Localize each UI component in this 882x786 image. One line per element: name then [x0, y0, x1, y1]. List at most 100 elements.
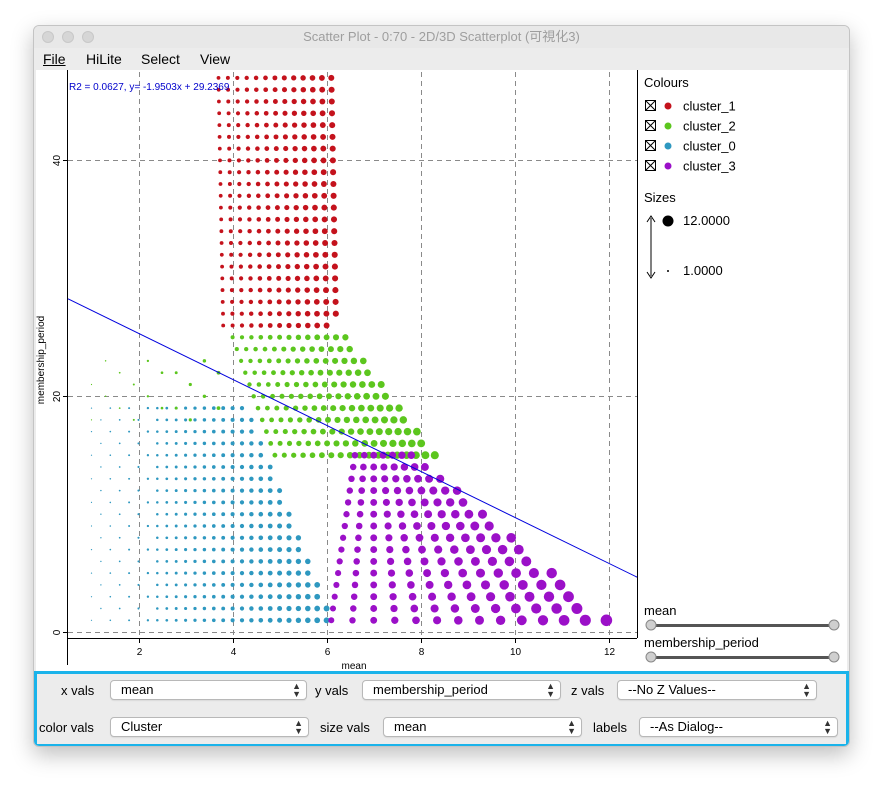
minimize-window-button[interactable]: [62, 31, 74, 43]
cluster_0-point: [239, 606, 245, 611]
cluster_1-point: [227, 182, 232, 186]
cluster_3-point: [370, 487, 378, 495]
cluster_0-point: [165, 418, 169, 422]
cluster_3-point: [370, 557, 378, 565]
arrow-up-icon: [646, 215, 656, 223]
cluster_0-point: [230, 594, 235, 599]
cluster_2-point: [277, 334, 283, 340]
scatter-plot[interactable]: 2 4 6 8 10 12 0 20 40 R2 = 0.0627, y= -1.9503x +…: [36, 70, 847, 672]
cluster_0-point: [249, 429, 254, 434]
cluster_1-point: [286, 322, 292, 329]
cluster_0-point: [286, 570, 292, 576]
cluster_3-point: [497, 544, 508, 555]
cluster_0-point: [193, 547, 197, 552]
cluster_2-point: [403, 427, 412, 436]
cluster_2-point: [324, 440, 331, 447]
cluster_2-point: [255, 405, 261, 411]
cluster_1-point: [245, 146, 251, 151]
close-window-button[interactable]: [42, 31, 54, 43]
cluster_0-point: [174, 559, 178, 563]
cluster_0-point: [128, 595, 131, 598]
cluster_0-point: [146, 477, 150, 480]
cluster_0-point: [258, 559, 264, 564]
cluster_2-point: [251, 394, 256, 399]
menu-file[interactable]: File: [43, 51, 66, 67]
x-slider-min-handle[interactable]: [645, 619, 657, 631]
cluster_0-point: [184, 489, 188, 493]
cluster_2-point: [328, 452, 335, 459]
cluster_0-point: [165, 489, 169, 492]
menu-view[interactable]: View: [200, 51, 231, 67]
cluster_0-point: [90, 549, 93, 551]
cluster_0-point: [230, 406, 235, 411]
cluster_1-point: [236, 123, 241, 128]
cluster_3-point: [370, 475, 378, 483]
cluster_1-point: [330, 169, 337, 176]
cluster_3-point: [436, 474, 445, 483]
cluster_0-point: [174, 512, 178, 516]
cluster_0-point: [118, 607, 121, 610]
cluster_0-point: [128, 454, 131, 457]
cluster_1-point: [311, 181, 318, 187]
x-slider-max-handle[interactable]: [828, 619, 840, 631]
z-vals-label: z vals: [571, 683, 605, 698]
cluster_3-point: [433, 616, 442, 625]
cluster_0-point: [137, 442, 140, 445]
cluster_3-point: [350, 593, 358, 600]
cluster_1-point: [284, 193, 290, 199]
cluster_1-point: [322, 240, 329, 246]
menu-hilite[interactable]: HiLite: [86, 51, 122, 67]
cluster_1-point: [292, 169, 299, 175]
cluster_1-point: [239, 299, 244, 305]
cluster_2-point: [317, 369, 324, 376]
cluster_3-point: [454, 557, 463, 566]
cluster_0-point: [295, 605, 302, 612]
y-slider-min-handle[interactable]: [645, 651, 657, 663]
cluster_3-point: [543, 591, 555, 602]
cluster_1-point: [238, 240, 243, 246]
cluster_0-point: [202, 536, 207, 540]
cluster_1-point: [319, 110, 326, 117]
z-vals-select[interactable]: --No Z Values-- ▲ ▼: [617, 680, 817, 700]
cluster_0-point: [146, 619, 150, 622]
cluster_3-point: [344, 499, 352, 506]
cluster_0-point: [249, 618, 254, 623]
cluster_1-point: [255, 146, 260, 151]
cluster_3-point: [395, 498, 403, 507]
cluster_2-point: [347, 428, 355, 435]
cluster_3-point: [455, 521, 465, 531]
cluster_1-point: [283, 169, 289, 175]
cluster_1-point: [264, 134, 269, 140]
cluster_0-point: [221, 500, 226, 505]
labels-select[interactable]: --As Dialog-- ▲ ▼: [639, 717, 838, 737]
menu-select[interactable]: Select: [141, 51, 180, 67]
size-max-label: 12.0000: [683, 213, 730, 228]
cluster_1-point: [295, 299, 301, 305]
color-vals-select[interactable]: Cluster ▲ ▼: [110, 717, 309, 737]
cluster_0-point: [184, 500, 188, 504]
cluster_0-point: [165, 618, 169, 622]
cluster_0-point: [230, 500, 235, 505]
cluster_0-point: [165, 477, 169, 481]
zoom-window-button[interactable]: [82, 31, 94, 43]
cluster_0-point: [146, 571, 150, 575]
cluster_3-point: [465, 545, 475, 555]
cluster_1-point: [239, 287, 244, 293]
cluster_0-point: [193, 429, 197, 434]
cluster_3-point: [339, 534, 347, 541]
cluster_3-point: [420, 498, 429, 507]
x-vals-select[interactable]: mean ▲ ▼: [110, 680, 307, 700]
cluster_3-point: [331, 593, 338, 600]
y-vals-select[interactable]: membership_period ▲ ▼: [362, 680, 561, 700]
cluster_1-point: [255, 181, 261, 187]
cluster_1-point: [328, 86, 335, 93]
cluster_1-point: [218, 170, 223, 175]
size-vals-select[interactable]: mean ▲ ▼: [383, 717, 582, 737]
cluster_2-point: [348, 404, 356, 412]
cluster_0-point: [314, 593, 321, 600]
cluster_3-point: [408, 498, 416, 507]
cluster_2-point: [261, 370, 267, 376]
y-slider-max-handle[interactable]: [828, 651, 840, 663]
cluster_1-point: [256, 240, 262, 246]
cluster_0-point: [221, 606, 226, 611]
